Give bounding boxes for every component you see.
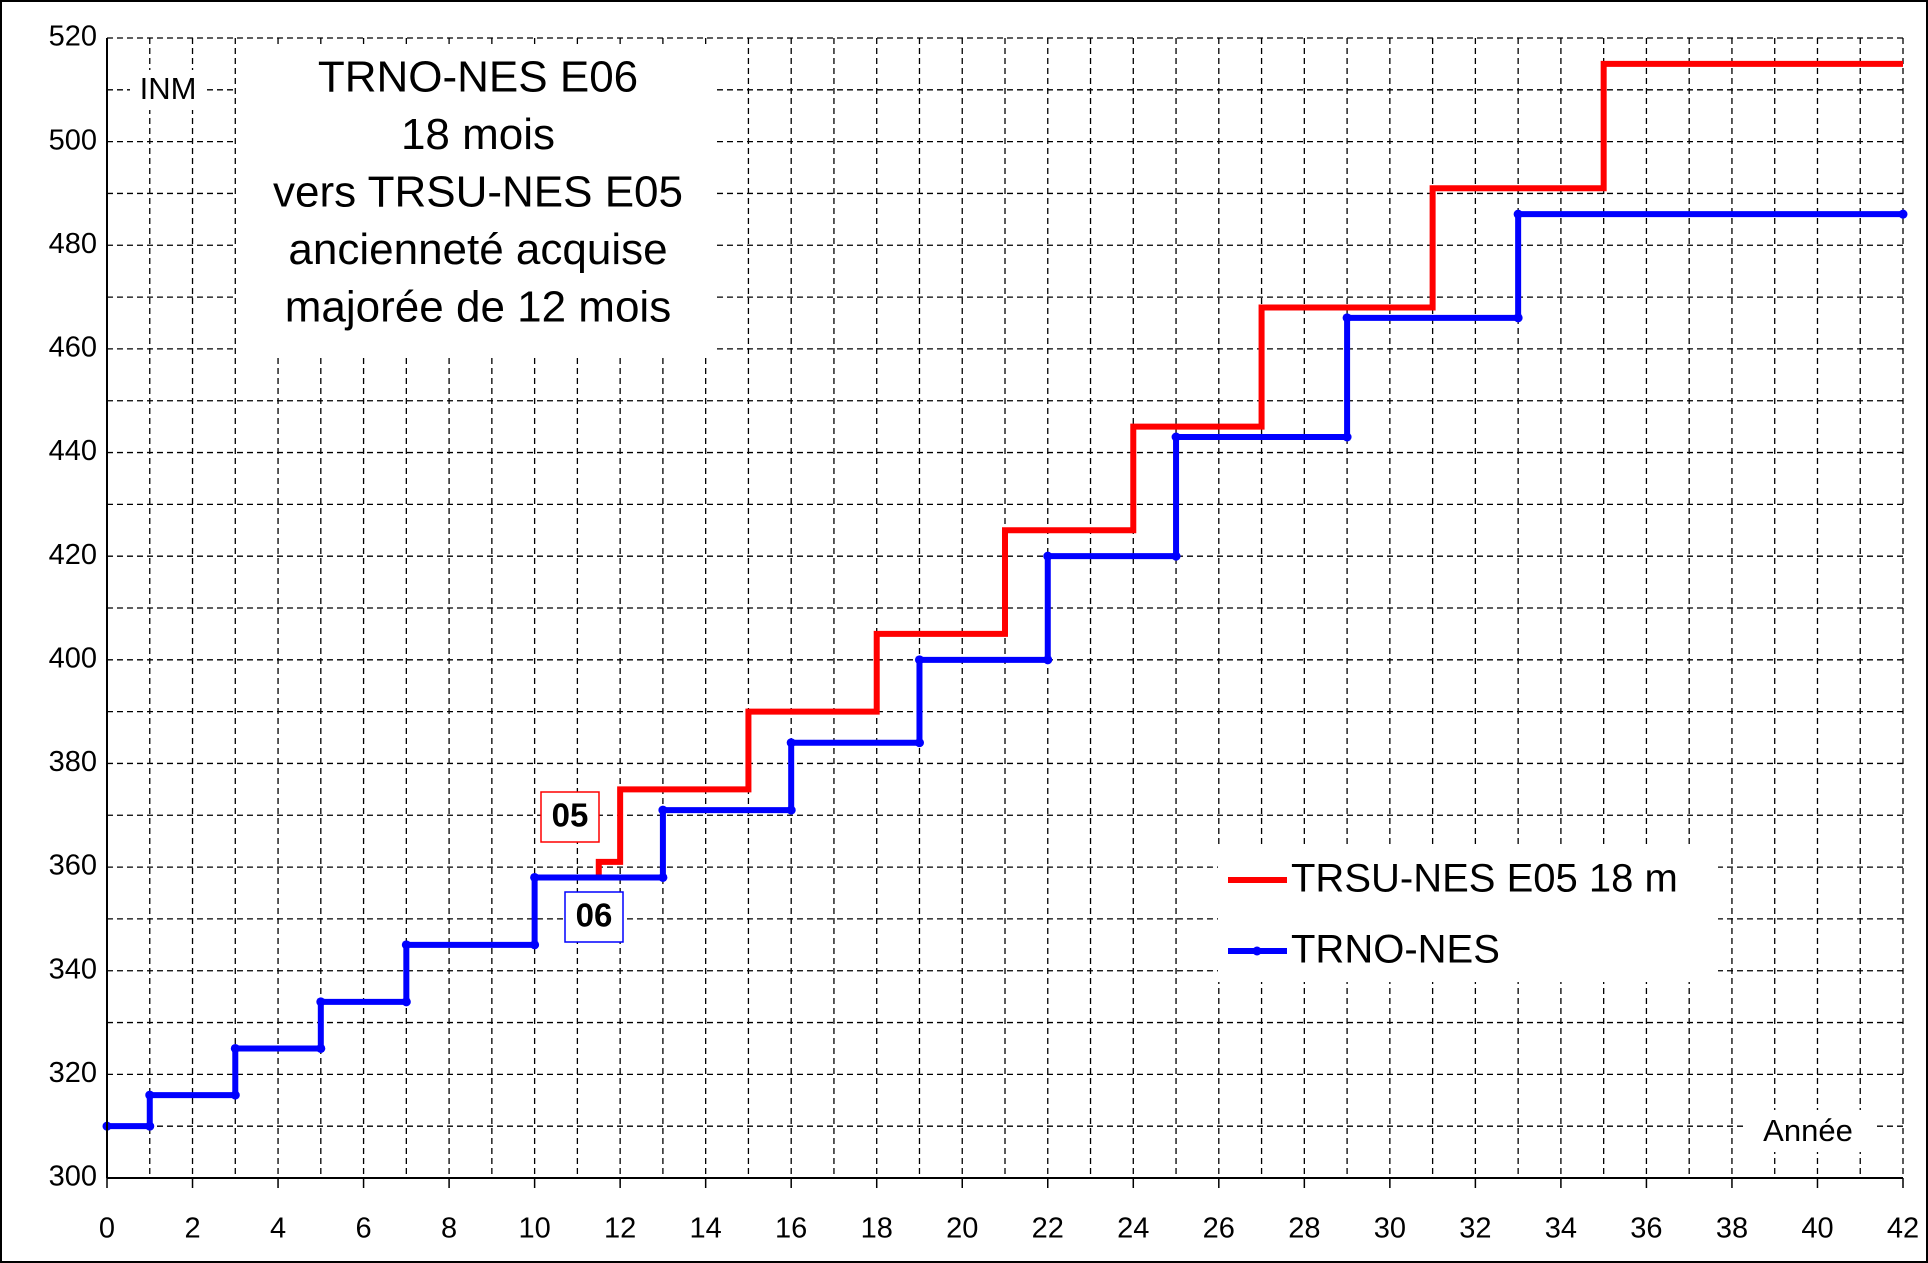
annotation-box xyxy=(540,791,600,843)
y-tick-label: 520 xyxy=(49,21,97,53)
title-background xyxy=(236,46,716,354)
series-marker xyxy=(1513,313,1523,323)
x-tick-label: 30 xyxy=(1374,1213,1406,1245)
y-label-background xyxy=(130,70,205,110)
y-tick-label: 420 xyxy=(49,539,97,571)
x-tick-label: 34 xyxy=(1545,1213,1577,1245)
x-tick-label: 40 xyxy=(1801,1213,1833,1245)
series-marker xyxy=(914,655,924,665)
x-tick-label: 16 xyxy=(775,1213,807,1245)
series-marker xyxy=(658,805,668,815)
y-tick-label: 320 xyxy=(49,1057,97,1089)
series-marker xyxy=(230,1090,240,1100)
series-marker xyxy=(401,940,411,950)
x-tick-label: 32 xyxy=(1459,1213,1491,1245)
series-marker xyxy=(530,940,540,950)
legend-label: TRSU-NES E05 18 m xyxy=(1291,857,1678,901)
series-line xyxy=(595,60,1903,878)
annotation: 05 xyxy=(552,797,589,834)
x-tick-label: 22 xyxy=(1032,1213,1064,1245)
series-line xyxy=(107,211,1903,1130)
x-tick-label: 4 xyxy=(270,1213,286,1245)
series-marker xyxy=(1043,551,1053,561)
legend-background xyxy=(1218,846,1718,982)
y-tick-label: 480 xyxy=(49,228,97,260)
x-tick-label: 36 xyxy=(1630,1213,1662,1245)
legend-label: TRNO-NES xyxy=(1291,928,1500,972)
series-marker xyxy=(1171,551,1181,561)
series-marker xyxy=(1342,313,1352,323)
legend-marker xyxy=(1252,946,1262,956)
series-marker xyxy=(786,738,796,748)
y-tick-label: 300 xyxy=(49,1161,97,1193)
title-line: vers TRSU-NES E05 xyxy=(273,168,683,217)
title-line: ancienneté acquise xyxy=(288,225,667,274)
x-tick-label: 28 xyxy=(1288,1213,1320,1245)
y-axis-label: INM xyxy=(140,71,197,106)
x-axis-label: Année xyxy=(1763,1113,1853,1148)
y-tick-label: 500 xyxy=(49,124,97,156)
series-marker xyxy=(914,738,924,748)
series-marker xyxy=(658,872,668,882)
series-marker xyxy=(1342,432,1352,442)
series-marker xyxy=(230,1043,240,1053)
title-line: 18 mois xyxy=(401,110,555,159)
x-tick-label: 42 xyxy=(1887,1213,1919,1245)
plot xyxy=(102,60,1908,1131)
x-tick-label: 10 xyxy=(518,1213,550,1245)
y-tick-label: 400 xyxy=(49,642,97,674)
series-marker xyxy=(786,805,796,815)
series-marker xyxy=(401,997,411,1007)
x-tick-label: 14 xyxy=(690,1213,722,1245)
x-tick-label: 8 xyxy=(441,1213,457,1245)
y-tick-label: 460 xyxy=(49,332,97,364)
series-marker xyxy=(1898,209,1908,219)
x-tick-label: 12 xyxy=(604,1213,636,1245)
x-label-background xyxy=(1745,1110,1875,1152)
series-marker xyxy=(316,997,326,1007)
series-marker xyxy=(1171,432,1181,442)
annotation: 06 xyxy=(576,897,613,934)
x-tick-label: 18 xyxy=(861,1213,893,1245)
series-marker xyxy=(1043,655,1053,665)
title-line: majorée de 12 mois xyxy=(285,283,671,332)
y-tick-label: 440 xyxy=(49,435,97,467)
title-line: TRNO-NES E06 xyxy=(318,53,638,102)
series-marker xyxy=(145,1121,155,1131)
x-tick-label: 38 xyxy=(1716,1213,1748,1245)
y-tick-label: 380 xyxy=(49,746,97,778)
x-tick-label: 6 xyxy=(356,1213,372,1245)
y-tick-label: 360 xyxy=(49,850,97,882)
series-marker xyxy=(145,1090,155,1100)
x-tick-label: 2 xyxy=(184,1213,200,1245)
series-marker xyxy=(1513,209,1523,219)
x-tick-label: 24 xyxy=(1117,1213,1149,1245)
y-tick-label: 340 xyxy=(49,953,97,985)
x-tick-label: 20 xyxy=(946,1213,978,1245)
x-tick-label: 26 xyxy=(1203,1213,1235,1245)
x-tick-label: 0 xyxy=(99,1213,115,1245)
annotation-box xyxy=(564,891,624,943)
series-marker xyxy=(530,872,540,882)
series-marker xyxy=(316,1043,326,1053)
